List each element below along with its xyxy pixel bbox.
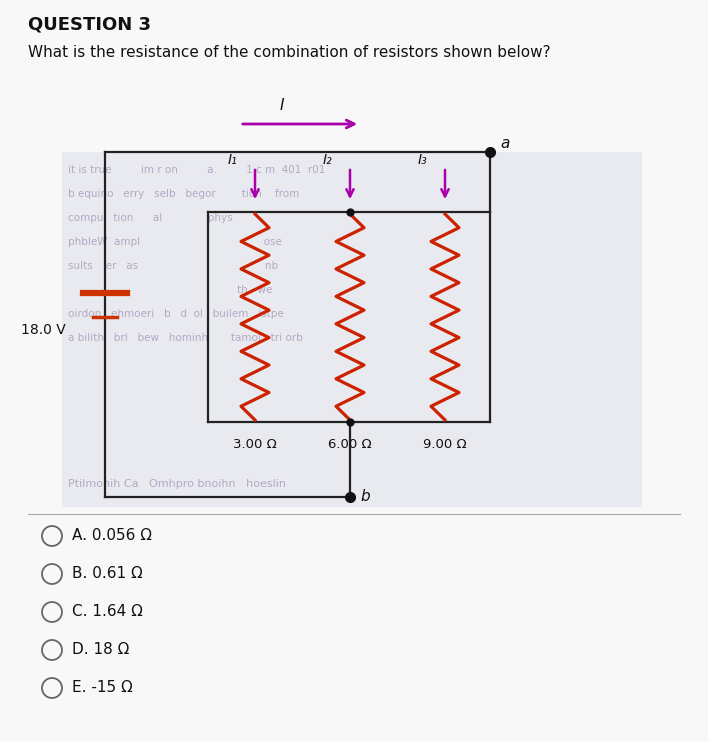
Text: a bilith   brl   bew   hominh       tamol   tri orb: a bilith brl bew hominh tamol tri orb <box>68 333 303 343</box>
Text: I₁: I₁ <box>228 153 238 167</box>
Text: b: b <box>360 489 370 504</box>
Text: What is the resistance of the combination of resistors shown below?: What is the resistance of the combinatio… <box>28 45 551 59</box>
Text: E. -15 Ω: E. -15 Ω <box>72 680 133 695</box>
Text: 6.00 Ω: 6.00 Ω <box>329 438 372 450</box>
Text: I₃: I₃ <box>418 153 428 167</box>
Text: Ptilmonih Ca   Omhpro bnoihn   hoeslin: Ptilmonih Ca Omhpro bnoihn hoeslin <box>68 479 286 489</box>
Text: 3.00 Ω: 3.00 Ω <box>233 438 277 450</box>
Text: th   we: th we <box>68 285 273 295</box>
Text: 9.00 Ω: 9.00 Ω <box>423 438 467 450</box>
Text: 18.0 V: 18.0 V <box>21 323 65 337</box>
Text: compu   tion      al              phys: compu tion al phys <box>68 213 233 223</box>
Text: sults    er   as                                       nb: sults er as nb <box>68 261 278 271</box>
Text: A. 0.056 Ω: A. 0.056 Ω <box>72 528 152 543</box>
Text: B. 0.61 Ω: B. 0.61 Ω <box>72 566 143 582</box>
FancyBboxPatch shape <box>62 152 642 507</box>
Text: QUESTION 3: QUESTION 3 <box>28 15 151 33</box>
Text: a: a <box>500 136 509 151</box>
Text: phbleW  ampl                                      ose: phbleW ampl ose <box>68 237 282 247</box>
Text: I₂: I₂ <box>323 153 333 167</box>
Text: I: I <box>280 98 285 113</box>
Text: D. 18 Ω: D. 18 Ω <box>72 643 130 657</box>
Text: b equino   erry   selb   begor        tion    from: b equino erry selb begor tion from <box>68 189 299 199</box>
Text: it is true         im r on         a.         1 c m  401  r01: it is true im r on a. 1 c m 401 r01 <box>68 165 326 175</box>
Text: C. 1.64 Ω: C. 1.64 Ω <box>72 605 143 620</box>
Text: oirdon   ehmoeri   b   d  ol   builem   istpe: oirdon ehmoeri b d ol builem istpe <box>68 309 284 319</box>
